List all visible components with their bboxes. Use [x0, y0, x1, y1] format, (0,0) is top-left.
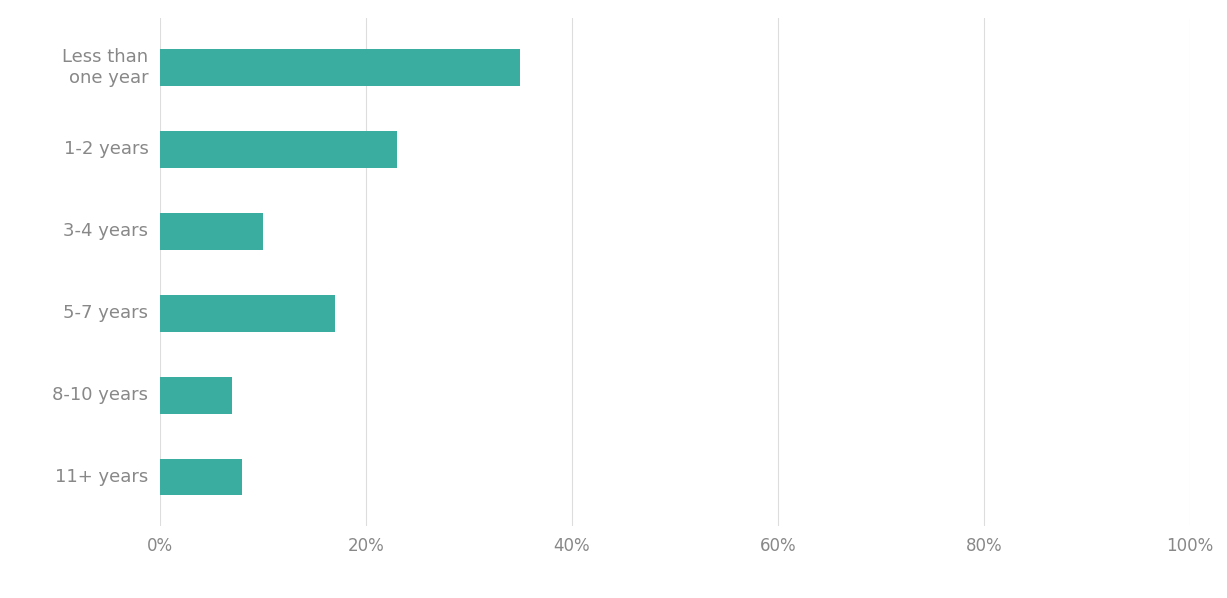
Bar — [160, 295, 335, 331]
Bar — [160, 377, 232, 413]
Bar — [160, 459, 242, 496]
Bar — [160, 48, 520, 86]
Bar — [160, 213, 263, 249]
Bar — [160, 131, 396, 167]
